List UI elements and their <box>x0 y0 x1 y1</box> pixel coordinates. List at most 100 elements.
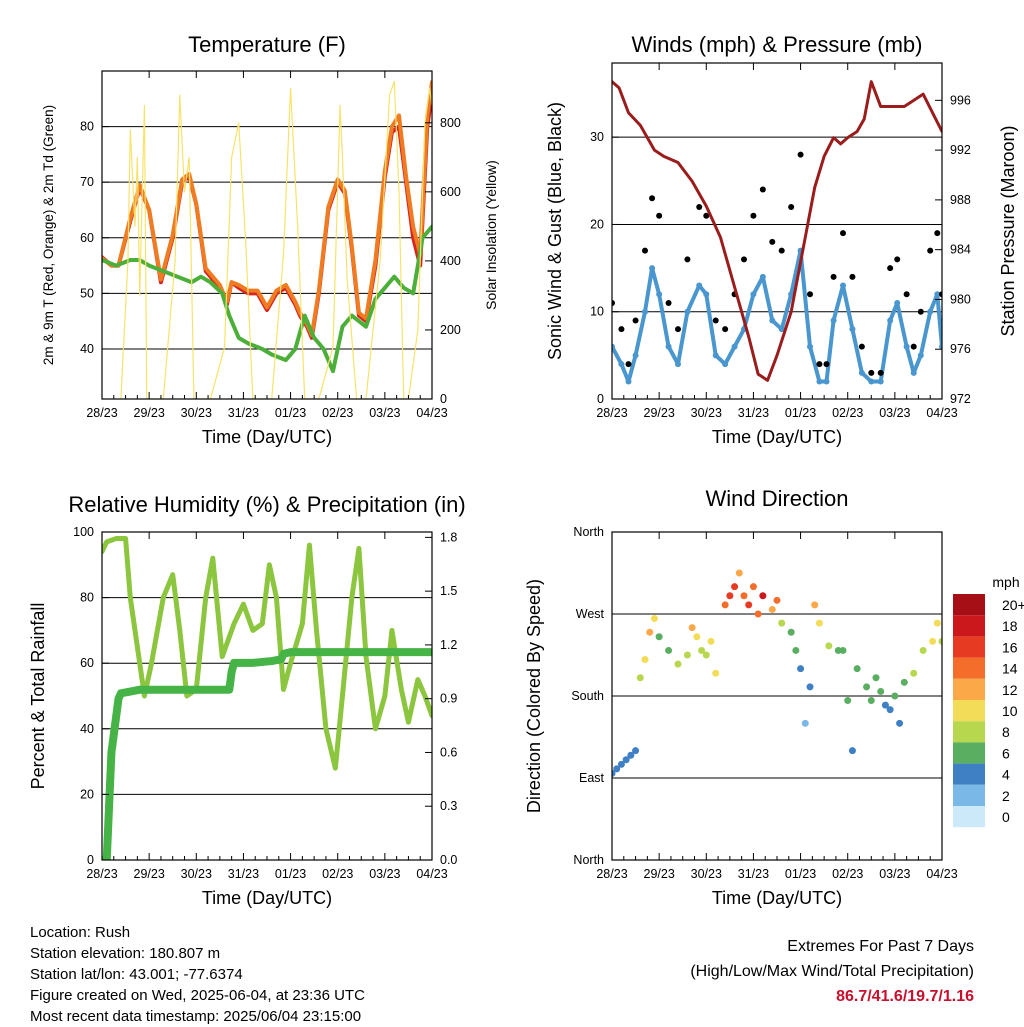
p4-point <box>877 687 885 695</box>
p1-x-axis-label: Time (Day/UTC) <box>202 427 332 447</box>
p4-point <box>688 624 696 632</box>
p1-y-tick-label: 70 <box>80 175 94 189</box>
p4-point <box>872 674 880 682</box>
p1-series-2m-td <box>102 224 432 374</box>
p1-y-axis-label: 2m & 9m T (Red, Orange) & 2m Td (Green) <box>41 105 56 365</box>
p4-legend-swatch <box>953 678 985 700</box>
p1-x-tick-label: 31/23 <box>228 406 259 420</box>
extremes-values: 86.7/41.6/19.7/1.16 <box>836 988 974 1005</box>
p2-point <box>894 256 901 263</box>
p4-point <box>740 592 748 600</box>
p2-point <box>868 369 875 376</box>
p4-point <box>778 619 786 627</box>
p4-point <box>844 697 852 705</box>
p2-point <box>849 273 856 280</box>
p4-legend-swatch <box>953 700 985 722</box>
p2-point <box>649 195 656 202</box>
p2-point <box>939 291 942 298</box>
p4-title: Wind Direction <box>705 486 848 511</box>
p3-y2-tick-label: 0.6 <box>440 745 457 759</box>
p4-y-tick-label: North <box>573 525 604 539</box>
p4-point <box>665 646 673 654</box>
p4-x-tick-label: 28/23 <box>596 867 627 881</box>
p4-x-tick-label: 04/23 <box>926 867 957 881</box>
p2-point <box>910 343 917 350</box>
p2-point <box>712 317 719 324</box>
p2-y-tick-label: 30 <box>590 130 604 144</box>
p2-point <box>741 256 747 263</box>
p4-legend-swatch <box>953 784 985 806</box>
p4-point <box>759 592 767 600</box>
p1-y-tick-label: 50 <box>80 286 94 300</box>
p4-point <box>636 674 644 682</box>
p3-series-total-precipitation <box>102 648 432 860</box>
p2-point <box>759 186 766 193</box>
p1-x-tick-label: 01/23 <box>275 406 306 420</box>
p4-point <box>726 592 734 600</box>
p3-y-tick-label: 100 <box>73 525 94 539</box>
p4-point <box>702 651 710 659</box>
p3-y2-tick-label: 1.8 <box>440 530 457 544</box>
p4-point <box>848 747 856 755</box>
p2-point <box>823 361 830 368</box>
p1-series-9m-t <box>102 80 432 338</box>
p4-legend-swatch <box>953 763 985 785</box>
p2-point <box>656 212 663 219</box>
p3-plot-area <box>102 536 432 860</box>
p3-y2-tick-label: 1.2 <box>440 638 457 652</box>
p4-point <box>749 583 757 591</box>
p3-x-axis-label: Time (Day/UTC) <box>202 888 332 908</box>
p4-point <box>707 637 715 645</box>
p4-point <box>815 619 823 627</box>
p2-point <box>778 247 785 254</box>
p4-point <box>910 669 918 677</box>
p4-legend-label: 6 <box>1002 745 1010 761</box>
p2-y2-tick-label: 992 <box>950 143 971 157</box>
p4-point <box>938 637 942 645</box>
p4-point <box>768 605 776 613</box>
p2-x-tick-label: 28/23 <box>596 406 627 420</box>
p1-y2-tick-label: 400 <box>440 254 461 268</box>
p3-x-tick-label: 01/23 <box>275 867 306 881</box>
p4-legend-swatch <box>953 594 985 616</box>
station-info: Location: Rush Station elevation: 180.80… <box>30 922 365 1027</box>
p2-y-axis-label: Sonic Wind & Gust (Blue, Black) <box>545 102 565 360</box>
p2-y-tick-label: 0 <box>597 392 604 406</box>
p2-point <box>788 204 795 210</box>
p2-point <box>797 151 804 158</box>
p4-y-tick-label: North <box>573 853 604 867</box>
p4-point <box>683 651 691 659</box>
p4-point <box>900 678 908 686</box>
p4-x-tick-label: 03/23 <box>879 867 910 881</box>
p4-point <box>886 706 894 714</box>
p4-point <box>650 615 658 623</box>
p4-point <box>881 701 889 709</box>
p1-x-tick-label: 03/23 <box>369 406 400 420</box>
p2-y2-tick-label: 996 <box>950 93 971 107</box>
p4-x-tick-label: 31/23 <box>738 867 769 881</box>
p4-legend-swatch <box>953 721 985 743</box>
p4-point <box>655 633 663 641</box>
p2-point <box>830 273 837 280</box>
extremes-subtitle: (High/Low/Max Wind/Total Precipitation) <box>690 963 974 980</box>
p4-x-axis-label: Time (Day/UTC) <box>712 888 842 908</box>
p2-x-tick-label: 30/23 <box>691 406 722 420</box>
p1-x-tick-label: 29/23 <box>134 406 165 420</box>
p4-legend-label: 14 <box>1002 661 1018 677</box>
p3-y-tick-label: 20 <box>80 787 94 801</box>
p2-y2-tick-label: 976 <box>950 342 971 356</box>
p4-point <box>867 697 875 705</box>
p2-x-tick-label: 31/23 <box>738 406 769 420</box>
p4-legend-swatch <box>953 636 985 658</box>
p4-point <box>863 683 871 691</box>
p4-legend-label: 4 <box>1002 767 1010 783</box>
p3-y2-tick-label: 0.0 <box>440 853 457 867</box>
p4-point <box>811 601 819 609</box>
p1-x-tick-label: 28/23 <box>86 406 117 420</box>
p4-point <box>617 760 625 768</box>
location-text: Location: Rush <box>30 924 131 941</box>
p2-y2-axis-label: Station Pressure (Maroon) <box>998 125 1018 336</box>
p4-point <box>712 669 720 677</box>
p4-point <box>641 656 649 664</box>
